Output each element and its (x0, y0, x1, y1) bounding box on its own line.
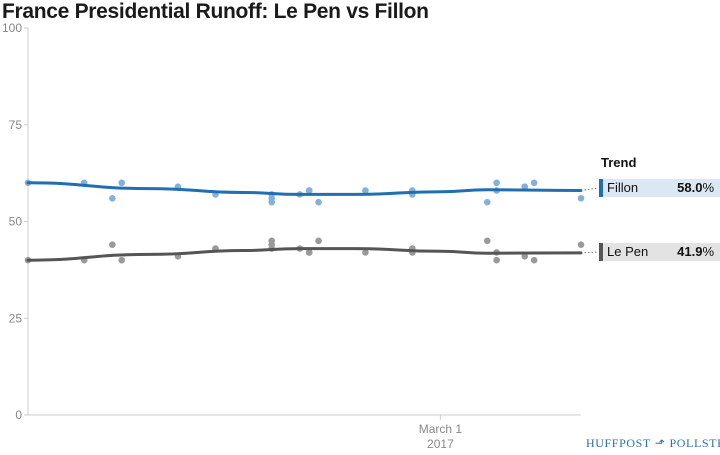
data-point-le-pen (315, 237, 322, 245)
trend-heading: Trend (601, 155, 637, 170)
legend-unit-fillon: % (702, 180, 714, 195)
trend-lines (26, 181, 583, 262)
trend-line-fillon (26, 181, 583, 196)
legend-value-fillon: 58.0% (677, 179, 714, 197)
data-points (24, 179, 585, 264)
chart-title: France Presidential Runoff: Le Pen vs Fi… (2, 0, 429, 23)
y-tick-label: 50 (9, 215, 23, 229)
x-tick-label: March 1 (419, 422, 463, 436)
data-point-fillon (118, 179, 126, 187)
pollster-mark-icon: ⬏ (654, 436, 666, 450)
data-point-fillon (109, 194, 116, 202)
legend-connector-le-pen (580, 251, 599, 254)
data-point-le-pen (493, 256, 500, 264)
y-axis: 0 25 50 75 100 (2, 21, 29, 422)
data-point-le-pen (530, 256, 538, 264)
legend-item-le-pen[interactable]: Le Pen 41.9% (599, 243, 720, 261)
data-point-le-pen (577, 241, 585, 249)
legend-value-le-pen: 41.9% (677, 243, 714, 261)
data-point-fillon (493, 179, 500, 187)
data-point-fillon (305, 187, 313, 194)
data-point-le-pen (118, 256, 126, 264)
legend-number-le-pen: 41.9 (677, 244, 703, 259)
data-point-fillon (362, 187, 369, 194)
legend-label-le-pen: Le Pen (607, 244, 649, 259)
data-point-fillon (530, 179, 538, 187)
trend-line-le-pen (26, 247, 583, 262)
y-tick-label: 100 (2, 21, 22, 35)
data-point-fillon (315, 198, 322, 206)
legend-swatch-le-pen (599, 243, 603, 261)
legend-unit-le-pen: % (702, 244, 714, 259)
x-tick-sublabel: 2017 (427, 437, 454, 451)
brand-left-text: HUFFPOST (586, 436, 651, 450)
brand-right-text: POLLSTER (669, 436, 720, 450)
data-point-fillon (577, 194, 585, 202)
data-point-fillon (521, 183, 529, 190)
y-tick-label: 25 (9, 311, 23, 325)
legend-number-fillon: 58.0 (677, 180, 703, 195)
legend-swatch-fillon (599, 179, 603, 197)
data-point-le-pen (362, 249, 369, 256)
data-point-le-pen (521, 253, 529, 260)
legend-item-fillon[interactable]: Fillon 58.0% (599, 179, 720, 197)
legend-connectors (580, 187, 599, 254)
legend-label-fillon: Fillon (607, 180, 639, 195)
data-point-le-pen (305, 249, 313, 256)
data-point-le-pen (483, 237, 491, 245)
data-point-fillon (483, 198, 491, 206)
data-point-le-pen (109, 241, 116, 249)
y-tick-label: 0 (15, 408, 22, 422)
legend-connector-fillon (580, 187, 599, 192)
huffpost-pollster-logo[interactable]: HUFFPOST⬏POLLSTER (586, 436, 720, 451)
y-tick-label: 75 (9, 118, 23, 132)
